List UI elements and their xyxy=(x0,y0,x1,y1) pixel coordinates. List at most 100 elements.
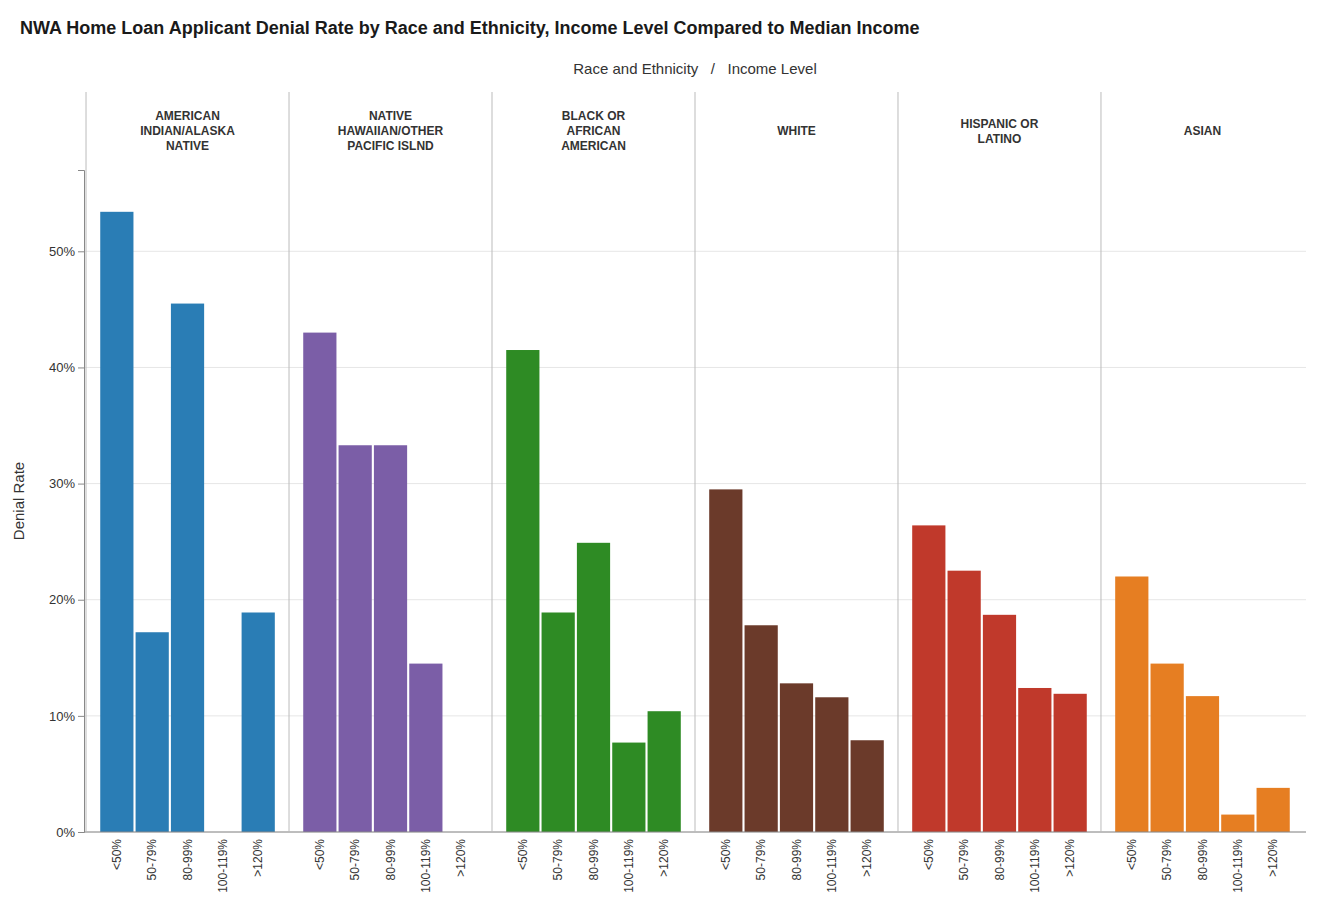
bar xyxy=(612,743,645,832)
group-label-line: AMERICAN xyxy=(155,109,220,123)
x-tick: 80-99% xyxy=(993,839,1007,881)
x-tick-label: 50-79% xyxy=(957,839,971,881)
y-tick: 50% xyxy=(49,244,84,259)
x-tick-label: >120% xyxy=(860,839,874,877)
y-tick: 30% xyxy=(49,476,84,491)
bar xyxy=(409,664,442,832)
x-tick-label: >120% xyxy=(657,839,671,877)
bar-series xyxy=(506,350,681,832)
group-headers: AMERICANINDIAN/ALASKANATIVENATIVEHAWAIIA… xyxy=(140,109,1221,153)
x-axis: <50%50-79%80-99%100-119%>120% xyxy=(313,839,468,893)
x-tick-label: 100-119% xyxy=(1231,839,1245,893)
group-label: AMERICANINDIAN/ALASKANATIVE xyxy=(140,109,235,153)
x-tick: 80-99% xyxy=(587,839,601,881)
x-tick-label: >120% xyxy=(1063,839,1077,877)
x-tick-label: 50-79% xyxy=(754,839,768,881)
group-separator xyxy=(695,92,696,832)
group-label: BLACK ORAFRICANAMERICAN xyxy=(561,109,626,153)
y-tick-mark xyxy=(78,367,84,368)
x-tick: <50% xyxy=(110,839,124,870)
group-separator xyxy=(86,92,87,832)
plot-area: 0%10%20%30%40%50%<50%50-79%80-99%100-119… xyxy=(49,171,1306,893)
x-tick-label: 100-119% xyxy=(216,839,230,893)
x-tick-label: 50-79% xyxy=(348,839,362,881)
x-tick: >120% xyxy=(251,839,265,877)
x-tick-label: 100-119% xyxy=(622,839,636,893)
x-tick: >120% xyxy=(1266,839,1280,877)
group-separator xyxy=(897,92,898,832)
x-tick: <50% xyxy=(719,839,733,870)
x-tick-label: <50% xyxy=(719,839,733,870)
y-tick-label: 50% xyxy=(49,244,75,259)
y-tick: 10% xyxy=(49,709,84,724)
y-tick: 40% xyxy=(49,360,84,375)
x-tick: 80-99% xyxy=(181,839,195,881)
group-label-line: INDIAN/ALASKA xyxy=(140,124,235,138)
x-tick-label: <50% xyxy=(110,839,124,870)
group-label-line: BLACK OR xyxy=(562,109,626,123)
group-label-line: ASIAN xyxy=(1184,124,1221,138)
group-label-line: AFRICAN xyxy=(567,124,621,138)
x-tick: 80-99% xyxy=(790,839,804,881)
group-label-line: HISPANIC OR xyxy=(961,117,1039,131)
bar-series xyxy=(1115,576,1290,832)
y-tick: 0% xyxy=(56,825,84,840)
x-axis-title: Race and Ethnicity / Income Level xyxy=(573,60,816,77)
x-tick: 100-119% xyxy=(216,839,230,893)
bar xyxy=(577,543,610,832)
x-axis: <50% 50-79% 80-99% 100-119% >120% xyxy=(719,839,874,893)
x-tick: <50% xyxy=(516,839,530,870)
bar xyxy=(542,612,575,832)
x-tick: 80-99% xyxy=(384,839,398,881)
x-tick: 100-119% xyxy=(825,839,839,893)
bar xyxy=(1221,815,1254,832)
group-label-line: NATIVE xyxy=(166,139,209,153)
bar xyxy=(506,350,539,832)
y-tick-mark xyxy=(78,832,84,833)
bar xyxy=(1054,694,1087,832)
bar xyxy=(1151,664,1184,832)
group-separators xyxy=(86,92,1101,832)
y-tick-label: 40% xyxy=(49,360,75,375)
x-tick: 100-119% xyxy=(622,839,636,893)
x-tick-label: >120% xyxy=(251,839,265,877)
bar-series xyxy=(709,489,884,832)
bar xyxy=(171,304,204,832)
x-tick-label: 80-99% xyxy=(587,839,601,881)
y-tick-mark xyxy=(78,716,84,717)
x-tick-label: 100-119% xyxy=(1028,839,1042,893)
bar-series xyxy=(100,212,275,832)
x-tick: 100-119% xyxy=(419,839,433,893)
x-tick-label: 100-119% xyxy=(419,839,433,893)
bar xyxy=(100,212,133,832)
x-axis: <50% 50-79% 80-99% 100-119% >120% xyxy=(110,839,265,893)
x-tick-label: 50-79% xyxy=(145,839,159,881)
x-tick-label: 50-79% xyxy=(551,839,565,881)
x-tick: >120% xyxy=(860,839,874,877)
group-label: HISPANIC ORLATINO xyxy=(961,117,1039,146)
bar-series xyxy=(303,333,442,832)
group-label-line: WHITE xyxy=(777,124,816,138)
bar xyxy=(983,615,1016,832)
x-tick-label: 80-99% xyxy=(181,839,195,881)
y-tick-label: 0% xyxy=(56,825,75,840)
x-tick: 50-79% xyxy=(348,839,362,881)
bar xyxy=(303,333,336,832)
bar xyxy=(339,445,372,832)
group-label-line: LATINO xyxy=(978,132,1022,146)
x-tick: <50% xyxy=(1125,839,1139,870)
x-tick-label: <50% xyxy=(516,839,530,870)
group-separator xyxy=(492,92,493,832)
x-tick: 100-119% xyxy=(1231,839,1245,893)
group-separator xyxy=(289,92,290,832)
x-tick-label: >120% xyxy=(1266,839,1280,877)
x-tick: 50-79% xyxy=(957,839,971,881)
chart: NWA Home Loan Applicant Denial Rate by R… xyxy=(0,0,1330,924)
x-tick-label: 80-99% xyxy=(384,839,398,881)
group-separator xyxy=(1100,92,1101,832)
y-axis-line xyxy=(78,171,85,833)
bar xyxy=(912,525,945,832)
y-tick-mark xyxy=(78,251,84,252)
y-tick-mark xyxy=(78,484,84,485)
bar xyxy=(851,740,884,832)
